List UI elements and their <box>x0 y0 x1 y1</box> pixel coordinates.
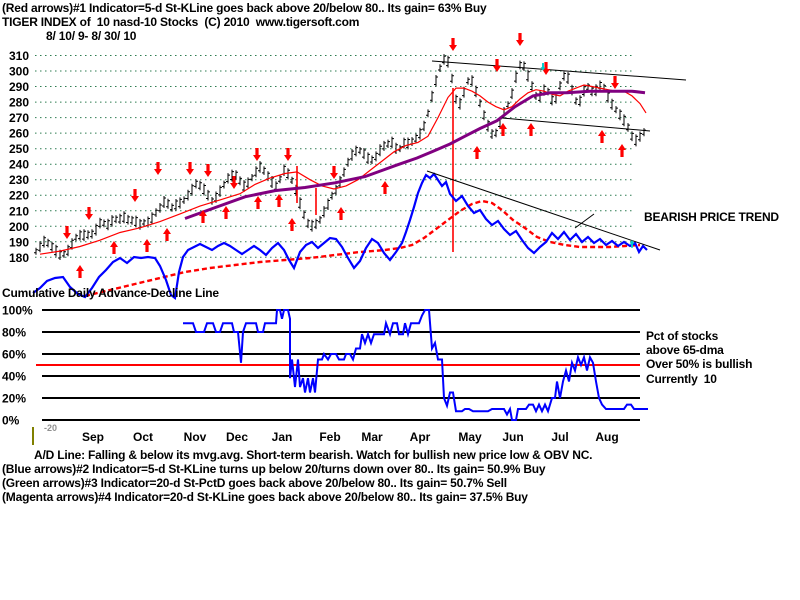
ad-line-blue <box>32 172 648 300</box>
red-down-arrow-icon <box>449 38 457 51</box>
pct-panel: 100% 80% 60% 40% 20% 0% Sep Oct Nov Dec Jan Feb Mar A… <box>2 304 648 445</box>
red-down-arrow-icon <box>204 164 212 177</box>
red-up-arrow-icon <box>143 239 151 252</box>
date-range: 8/ 10/ 9- 8/ 30/ 10 <box>46 29 137 43</box>
red-up-arrow-icon <box>473 146 481 159</box>
price-axis-label: 250 <box>9 142 29 156</box>
red-down-arrow-icon <box>330 166 338 179</box>
red-up-arrow-icon <box>76 265 84 278</box>
price-axis-label: 230 <box>9 173 29 187</box>
red-down-arrow-icon <box>611 76 619 89</box>
ma-fast <box>39 84 647 255</box>
pct-above-65dma-line <box>183 309 648 421</box>
indicator2-caption: (Blue arrows)#2 Indicator=5-d St-KLine t… <box>2 462 546 476</box>
price-axis-label: 270 <box>9 111 29 125</box>
month-label: Sep <box>82 430 104 444</box>
month-label: Jun <box>502 430 523 444</box>
price-ma-slow-purple <box>184 89 646 220</box>
red-up-arrow-icon <box>163 228 171 241</box>
axis-fragment: -20 <box>44 423 58 433</box>
red-down-arrow-icon <box>253 148 261 161</box>
price-axis-label: 180 <box>9 251 29 265</box>
ad-ma <box>84 199 641 298</box>
red-up-arrow-icon <box>110 241 118 254</box>
green-down-arrow-icon <box>540 63 546 71</box>
price-axis-label: 190 <box>9 235 29 249</box>
price-axis-label: 310 <box>9 49 29 63</box>
pct-note-4: Currently 10 <box>646 372 717 386</box>
pct-axis-label: 0% <box>2 414 20 428</box>
pct-axis-label: 100% <box>2 304 33 318</box>
trendlines <box>426 60 687 251</box>
footer-adline-note: A/D Line: Falling & below its mvg.avg. S… <box>34 448 593 462</box>
ad-ma-red-dashed <box>84 199 641 298</box>
pct-axis-label: 60% <box>2 348 26 362</box>
red-down-arrow-icon <box>131 189 139 202</box>
red-down-arrow-icon <box>154 162 162 175</box>
month-label: May <box>458 430 482 444</box>
month-label: Oct <box>133 430 153 444</box>
bearish-trend-label: BEARISH PRICE TREND <box>644 210 779 224</box>
month-label: Feb <box>319 430 340 444</box>
red-down-arrow-icon <box>542 62 550 75</box>
month-label: Dec <box>226 430 248 444</box>
price-axis-label: 260 <box>9 127 29 141</box>
red-vertical-marks <box>296 88 454 252</box>
pct-note-3: Over 50% is bullish <box>646 357 753 371</box>
ad-line-label: Cumulative Daily Advance-Decline Line <box>2 286 219 300</box>
chart-title: TIGER INDEX of 10 nasd-10 Stocks (C) 201… <box>2 15 360 29</box>
price-axis-label: 240 <box>9 158 29 172</box>
indicator3-caption: (Green arrows)#3 Indicator=20-d St-PctD … <box>2 476 507 490</box>
red-down-arrow-icon <box>85 207 93 220</box>
month-label: Mar <box>361 430 383 444</box>
pct-axis-label: 40% <box>2 370 26 384</box>
red-down-arrow-icon <box>63 226 71 239</box>
price-axis-label: 280 <box>9 96 29 110</box>
ad-line <box>32 172 648 300</box>
red-up-arrow-icon <box>254 196 262 209</box>
pct-axis-label: 20% <box>2 392 26 406</box>
month-label: Jan <box>272 430 293 444</box>
price-axis-label: 290 <box>9 80 29 94</box>
green-up-arrow-icon <box>629 240 635 248</box>
pct-axis-label: 80% <box>2 326 26 340</box>
red-down-arrow-icon <box>493 59 501 72</box>
red-down-arrow-icon <box>284 148 292 161</box>
price-ma-fast-red <box>39 84 647 255</box>
red-up-arrow-icon <box>527 123 535 136</box>
month-label: Aug <box>595 430 618 444</box>
red-down-arrow-icon <box>516 33 524 46</box>
signal-arrows <box>63 33 635 278</box>
price-axis-label: 300 <box>9 65 29 79</box>
red-down-arrow-icon <box>186 162 194 175</box>
red-up-arrow-icon <box>222 206 230 219</box>
month-label: Apr <box>410 430 431 444</box>
red-up-arrow-icon <box>275 194 283 207</box>
red-up-arrow-icon <box>499 123 507 136</box>
pct-note-2: above 65-dma <box>646 343 724 357</box>
red-up-arrow-icon <box>199 210 207 223</box>
month-label: Nov <box>184 430 207 444</box>
red-up-arrow-icon <box>381 181 389 194</box>
red-up-arrow-icon <box>337 207 345 220</box>
price-axis-label: 220 <box>9 189 29 203</box>
red-down-arrow-icon <box>230 176 238 189</box>
indicator1-caption: (Red arrows)#1 Indicator=5-d St-KLine go… <box>2 1 487 15</box>
price-axis-label: 200 <box>9 220 29 234</box>
month-label: Jul <box>551 430 568 444</box>
price-bars <box>34 54 646 260</box>
indicator4-caption: (Magenta arrows)#4 Indicator=20-d St-KLi… <box>2 490 528 504</box>
red-up-arrow-icon <box>618 144 626 157</box>
pct-note-1: Pct of stocks <box>646 329 719 343</box>
red-up-arrow-icon <box>288 218 296 231</box>
red-up-arrow-icon <box>598 130 606 143</box>
price-axis-label: 210 <box>9 204 29 218</box>
ma-slow <box>184 89 646 220</box>
price-bars <box>34 54 646 260</box>
